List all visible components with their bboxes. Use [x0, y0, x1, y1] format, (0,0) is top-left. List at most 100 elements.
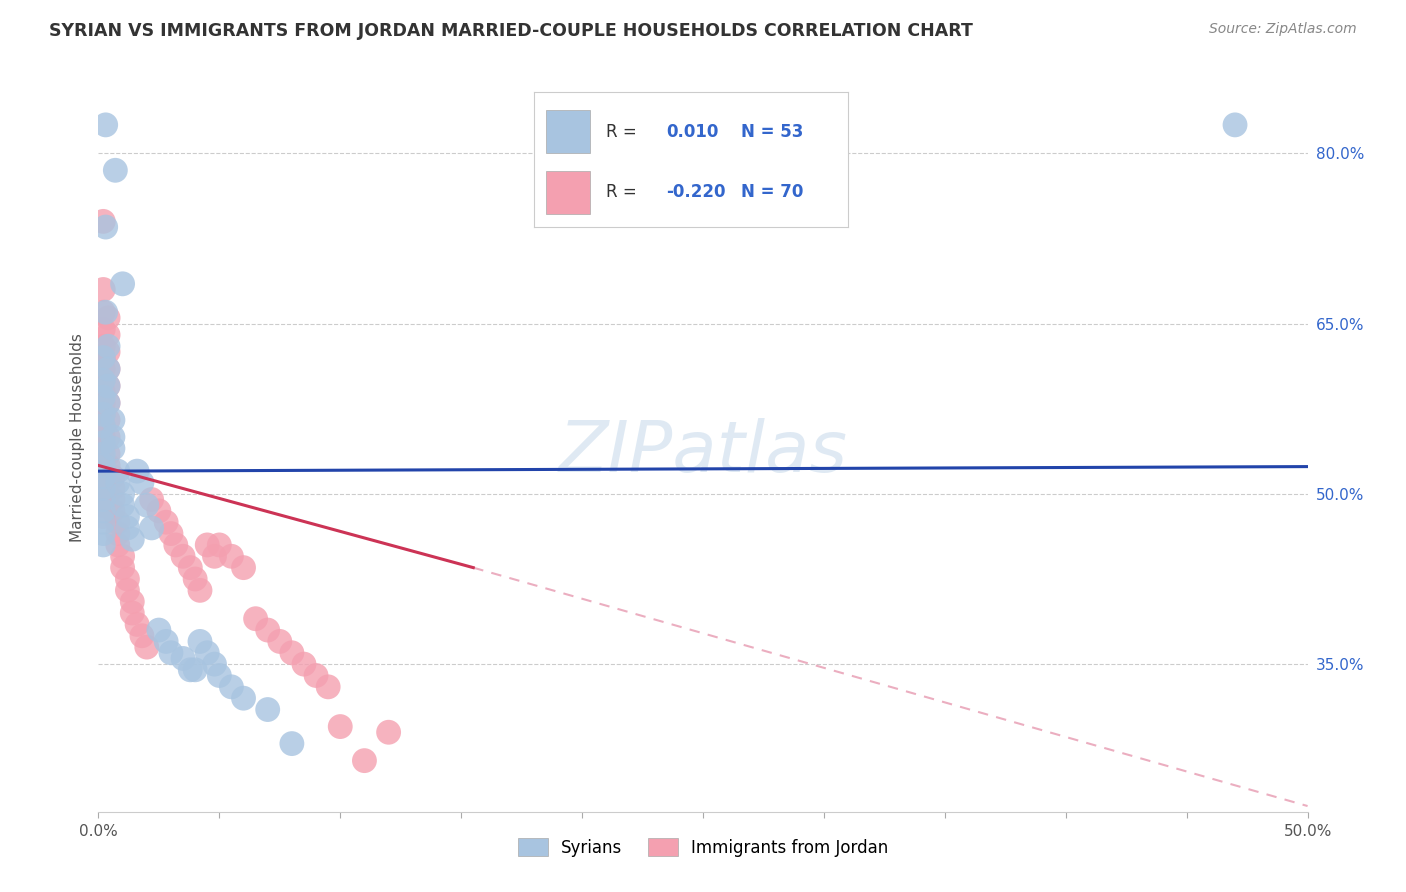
Point: [131, 629, 153, 643]
Point: [131, 475, 153, 490]
Point: [111, 549, 134, 564]
Point: [155, 634, 177, 648]
Point: [208, 538, 231, 552]
Point: [97, 413, 120, 427]
Point: [91, 509, 114, 524]
Point: [107, 538, 129, 552]
Point: [91, 396, 114, 410]
Text: SYRIAN VS IMMIGRANTS FROM JORDAN MARRIED-COUPLE HOUSEHOLDS CORRELATION CHART: SYRIAN VS IMMIGRANTS FROM JORDAN MARRIED…: [49, 22, 973, 40]
Point: [256, 702, 278, 716]
Point: [111, 487, 134, 501]
Point: [101, 442, 124, 456]
Point: [160, 646, 183, 660]
Point: [91, 430, 114, 444]
Point: [97, 430, 120, 444]
Point: [172, 651, 194, 665]
Point: [101, 492, 124, 507]
Point: [208, 668, 231, 682]
Point: [91, 408, 114, 422]
Point: [281, 646, 304, 660]
Point: [121, 595, 143, 609]
Point: [117, 509, 139, 524]
Point: [91, 418, 114, 433]
Point: [204, 657, 226, 672]
Point: [97, 447, 120, 461]
Point: [377, 725, 399, 739]
Point: [91, 538, 114, 552]
Point: [94, 118, 117, 132]
Point: [91, 408, 114, 422]
Point: [101, 430, 124, 444]
Point: [256, 623, 278, 637]
Point: [91, 322, 114, 336]
Point: [97, 327, 120, 342]
Point: [135, 640, 157, 654]
Point: [101, 413, 124, 427]
Text: ZIPatlas: ZIPatlas: [558, 417, 848, 486]
Point: [111, 498, 134, 512]
Point: [121, 533, 143, 547]
Point: [91, 452, 114, 467]
Point: [121, 606, 143, 620]
Point: [91, 362, 114, 376]
Point: [91, 526, 114, 541]
Point: [117, 521, 139, 535]
Point: [107, 515, 129, 529]
Y-axis label: Married-couple Households: Married-couple Households: [69, 333, 84, 541]
Point: [184, 663, 207, 677]
Point: [97, 396, 120, 410]
Point: [1223, 118, 1246, 132]
Point: [101, 504, 124, 518]
Point: [104, 163, 127, 178]
Point: [91, 481, 114, 495]
Legend: Syrians, Immigrants from Jordan: Syrians, Immigrants from Jordan: [512, 832, 894, 863]
Point: [269, 634, 291, 648]
Point: [97, 345, 120, 359]
Point: [221, 549, 243, 564]
Point: [127, 617, 149, 632]
Point: [135, 498, 157, 512]
Point: [91, 373, 114, 387]
Point: [148, 504, 170, 518]
Point: [91, 283, 114, 297]
Point: [91, 487, 114, 501]
Point: [165, 538, 187, 552]
Point: [91, 351, 114, 365]
Text: Source: ZipAtlas.com: Source: ZipAtlas.com: [1209, 22, 1357, 37]
Point: [195, 538, 218, 552]
Point: [97, 458, 120, 473]
Point: [91, 470, 114, 484]
Point: [97, 310, 120, 325]
Point: [148, 623, 170, 637]
Point: [97, 362, 120, 376]
Point: [94, 220, 117, 235]
Point: [232, 560, 254, 574]
Point: [91, 373, 114, 387]
Point: [94, 305, 117, 319]
Point: [204, 549, 226, 564]
Point: [292, 657, 315, 672]
Point: [117, 572, 139, 586]
Point: [179, 560, 201, 574]
Point: [117, 583, 139, 598]
Point: [91, 464, 114, 478]
Point: [188, 583, 211, 598]
Point: [91, 515, 114, 529]
Point: [91, 504, 114, 518]
Point: [111, 277, 134, 291]
Point: [155, 515, 177, 529]
Point: [188, 634, 211, 648]
Point: [91, 384, 114, 399]
Point: [111, 560, 134, 574]
Point: [91, 214, 114, 228]
Point: [101, 481, 124, 495]
Point: [97, 379, 120, 393]
Point: [316, 680, 339, 694]
Point: [281, 737, 304, 751]
Point: [353, 754, 375, 768]
Point: [91, 458, 114, 473]
Point: [91, 305, 114, 319]
Point: [329, 720, 352, 734]
Point: [160, 526, 183, 541]
Point: [101, 470, 124, 484]
